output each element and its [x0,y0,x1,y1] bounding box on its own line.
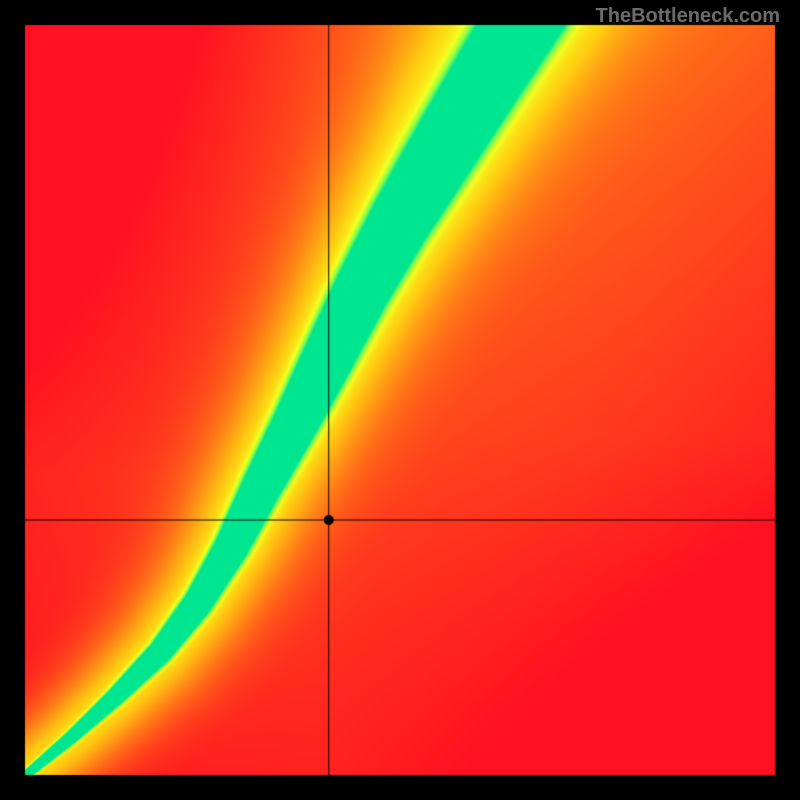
watermark-text: TheBottleneck.com [596,5,780,28]
heatmap-canvas [0,0,800,800]
chart-container: TheBottleneck.com [0,0,800,800]
